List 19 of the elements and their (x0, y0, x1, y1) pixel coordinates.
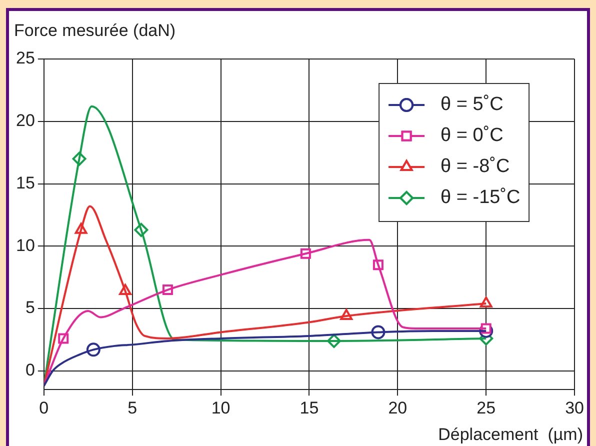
x-tick-label: 15 (300, 398, 319, 418)
y-axis-title: Force mesurée (daN) (14, 21, 176, 40)
y-tick-label: 25 (16, 48, 35, 68)
x-axis-title: Déplacement (µm) (438, 425, 583, 444)
x-tick-label: 0 (39, 398, 49, 418)
x-tick-label: 5 (128, 398, 138, 418)
y-tick-label: 20 (16, 111, 35, 130)
y-tick-label: 5 (25, 298, 35, 318)
x-tick-label: 20 (388, 398, 408, 418)
x-tick-label: 30 (565, 398, 584, 418)
x-tick-label: 25 (476, 398, 496, 418)
legend-label: θ = -8˚C (440, 156, 510, 178)
x-tick-label: 10 (211, 398, 230, 418)
y-tick-label: 10 (16, 236, 35, 255)
legend-label: θ = 5˚C (440, 94, 504, 116)
legend-label: θ = 0˚C (440, 125, 504, 146)
y-tick-label: 15 (16, 173, 35, 192)
y-tick-label: 0 (25, 360, 35, 380)
legend-label: θ = -15˚C (440, 187, 520, 208)
